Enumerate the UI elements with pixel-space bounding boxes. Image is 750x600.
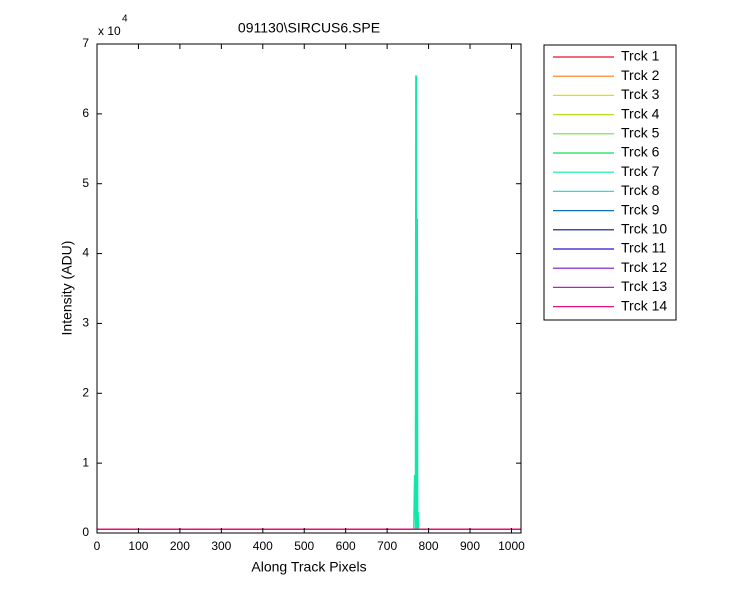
y-tick-label: 1 [82,455,89,469]
series-line [97,75,521,530]
x-tick-label: 300 [211,539,231,553]
x-tick-label: 100 [128,539,148,553]
legend-label: Trck 9 [621,201,660,217]
legend-label: Trck 12 [621,259,667,275]
chart-title: 091130\SIRCUS6.SPE [238,20,380,36]
y-tick-label: 3 [82,316,89,330]
y-exponent-power: 4 [122,14,128,25]
y-tick-label: 4 [82,246,89,260]
legend-label: Trck 10 [621,221,667,237]
legend [543,44,677,321]
x-tick-label: 1000 [498,539,525,553]
x-tick-label: 700 [377,539,397,553]
legend-label: Trck 1 [621,48,660,64]
legend-label: Trck 3 [621,86,660,102]
legend-label: Trck 6 [621,144,660,160]
plot-area [97,44,521,533]
legend-label: Trck 4 [621,105,660,121]
legend-label: Trck 7 [621,163,660,179]
legend-label: Trck 8 [621,182,660,198]
x-tick-label: 800 [419,539,439,553]
x-tick-label: 200 [170,539,190,553]
x-axis-label: Along Track Pixels [251,559,366,575]
y-tick-label: 6 [82,106,89,120]
x-tick-label: 900 [460,539,480,553]
axes-box [96,43,522,534]
legend-label: Trck 13 [621,278,667,294]
x-tick-label: 400 [253,539,273,553]
y-tick-label: 5 [82,176,89,190]
y-exponent-base: x 10 [98,24,121,38]
x-tick-label: 500 [294,539,314,553]
legend-label: Trck 14 [621,297,667,313]
y-tick-label: 7 [82,36,89,50]
x-tick-label: 600 [336,539,356,553]
legend-label: Trck 2 [621,67,660,83]
x-tick-label: 0 [94,539,101,553]
legend-label: Trck 11 [621,240,666,256]
y-axis-label: Intensity (ADU) [59,241,75,336]
y-tick-label: 2 [82,385,89,399]
y-tick-label: 0 [82,525,89,539]
legend-label: Trck 5 [621,125,660,141]
